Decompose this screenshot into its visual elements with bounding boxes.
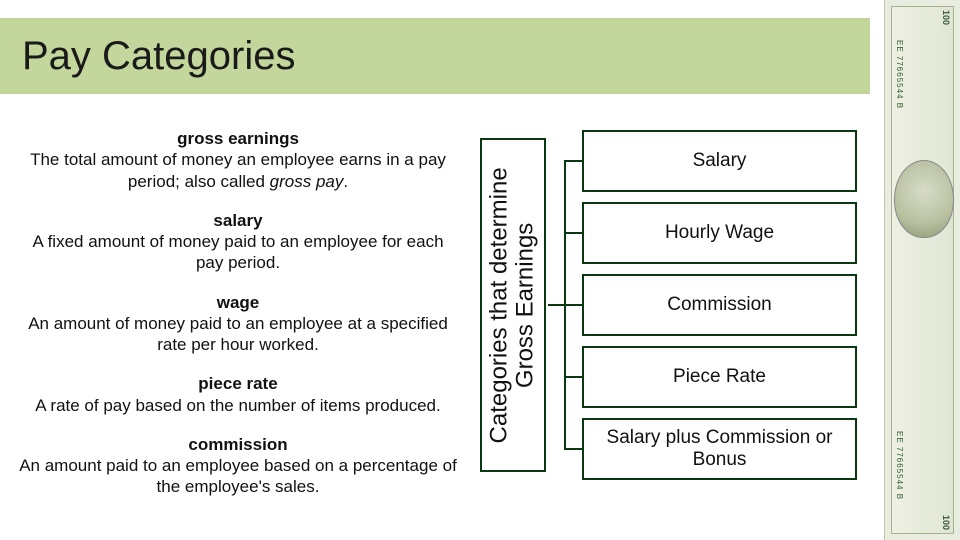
categories-column: Salary Hourly Wage Commission Piece Rate Sal… [582, 130, 857, 480]
category-box: Hourly Wage [582, 202, 857, 264]
vertical-label-line1: Categories that determine [486, 167, 513, 443]
bill-corner-denom: 100 [941, 10, 951, 25]
bill-corner-denom: 100 [941, 515, 951, 530]
hundred-dollar-bill: EE 77665544 B EE 77665544 B 100 100 [884, 0, 960, 540]
vertical-label-box: Categories that determine Gross Earnings [480, 138, 546, 472]
bill-serial-bottom: EE 77665544 B [895, 431, 904, 500]
definition-body: An amount paid to an employee based on a… [18, 455, 458, 498]
definition-term: piece rate [18, 373, 458, 394]
connector [564, 232, 582, 234]
definition: commissionAn amount paid to an employee … [18, 434, 458, 498]
bill-portrait [894, 160, 954, 238]
definition-body: A rate of pay based on the number of ite… [18, 395, 458, 416]
definitions-column: gross earningsThe total amount of money … [18, 128, 458, 516]
definition: piece rateA rate of pay based on the num… [18, 373, 458, 416]
definition-term: salary [18, 210, 458, 231]
category-box: Commission [582, 274, 857, 336]
slide: Pay Categories gross earningsThe total a… [0, 0, 960, 540]
definition: wageAn amount of money paid to an employ… [18, 292, 458, 356]
vertical-label-line2: Gross Earnings [512, 222, 539, 387]
definition-body: The total amount of money an employee ea… [18, 149, 458, 192]
definition: salaryA fixed amount of money paid to an… [18, 210, 458, 274]
category-box: Salary plus Commission or Bonus [582, 418, 857, 480]
definition-body: An amount of money paid to an employee a… [18, 313, 458, 356]
title-bar: Pay Categories [0, 18, 870, 94]
bill-serial-top: EE 77665544 B [895, 40, 904, 109]
definition-body: A fixed amount of money paid to an emplo… [18, 231, 458, 274]
definition-term: wage [18, 292, 458, 313]
connector [564, 448, 582, 450]
definition-term: commission [18, 434, 458, 455]
category-box: Piece Rate [582, 346, 857, 408]
category-box: Salary [582, 130, 857, 192]
connector-vline [564, 160, 566, 448]
definition-term: gross earnings [18, 128, 458, 149]
connector [564, 376, 582, 378]
page-title: Pay Categories [22, 34, 295, 79]
connector [548, 304, 564, 306]
connector [564, 160, 582, 162]
connector [564, 304, 582, 306]
definition: gross earningsThe total amount of money … [18, 128, 458, 192]
vertical-label: Categories that determine Gross Earnings [487, 167, 540, 443]
